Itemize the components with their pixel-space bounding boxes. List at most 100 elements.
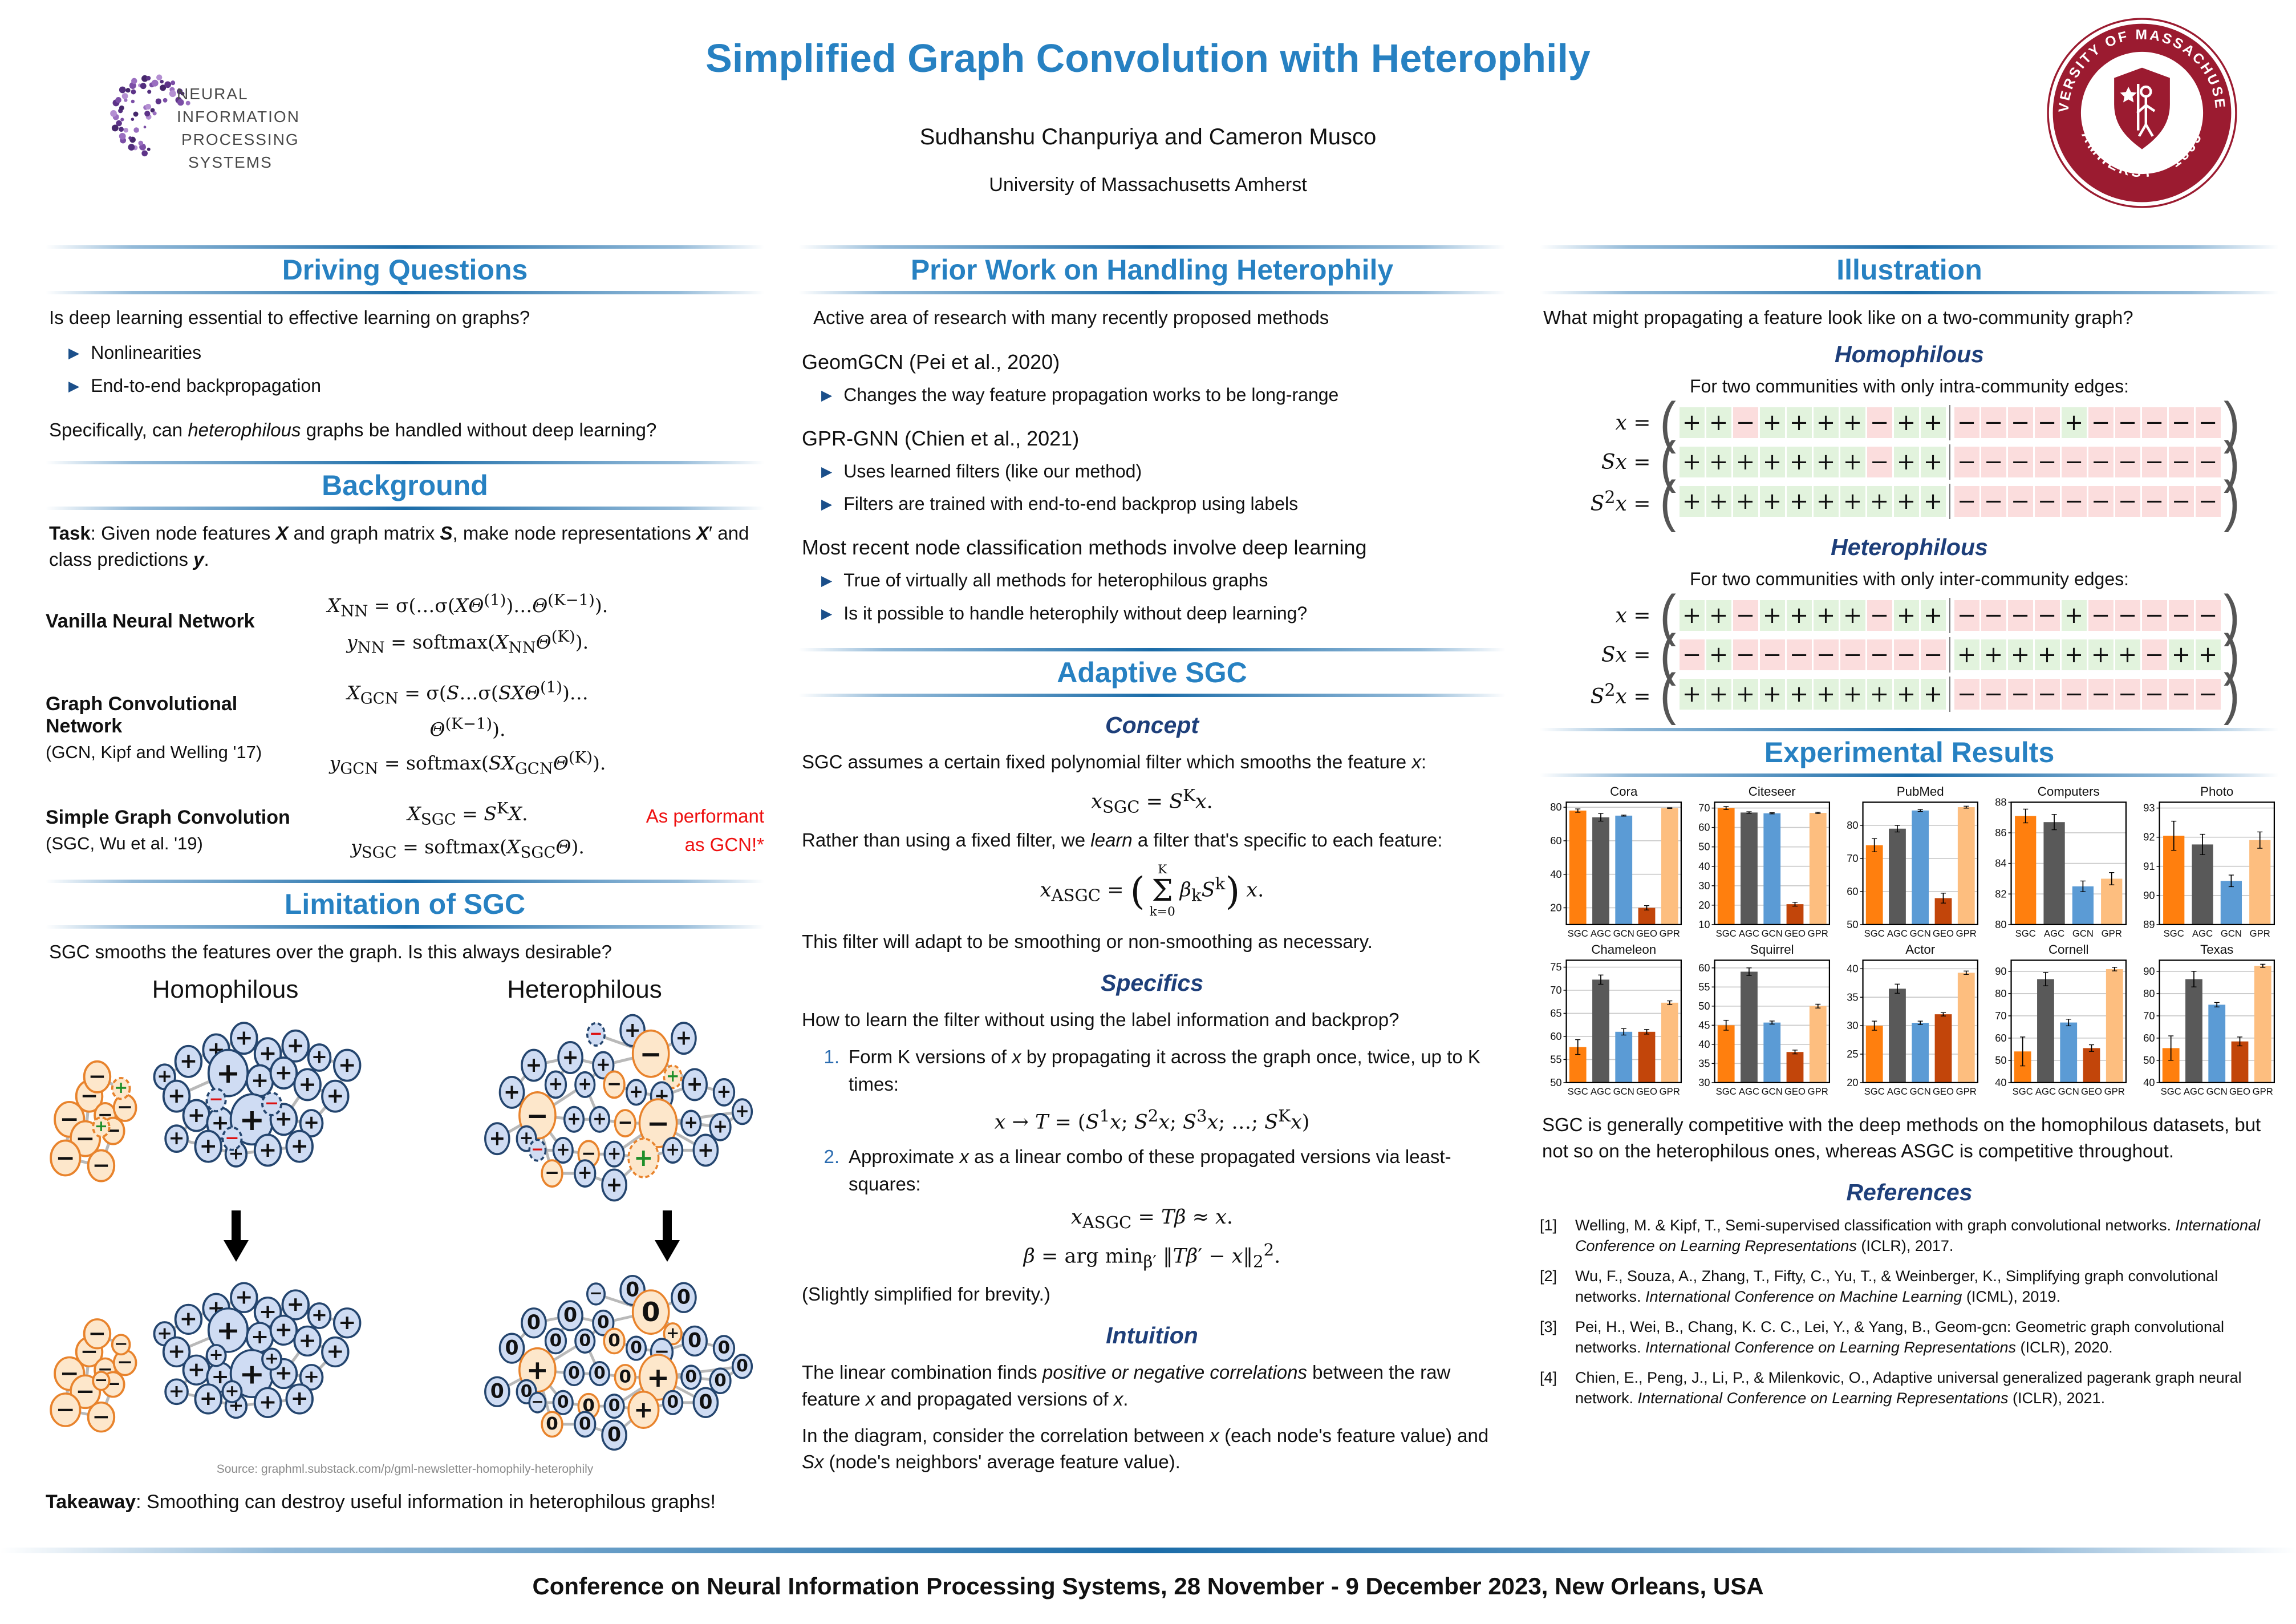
node-sign: 0 [505, 1337, 518, 1360]
divider [798, 291, 1506, 294]
step-text: Approximate x as a linear combo of these… [849, 1145, 1451, 1194]
category-label: GEO [1784, 928, 1806, 939]
tick-label: 30 [1698, 880, 1710, 892]
concept-p2: Rather than using a fixed filter, we lea… [802, 829, 1443, 851]
vector-cell: − [1954, 679, 1979, 710]
vector-cell: + [2061, 639, 2087, 671]
node-sign: − [589, 1023, 602, 1043]
vector-cell: + [1786, 486, 1812, 517]
tick-label: 35 [1698, 1058, 1710, 1070]
node-sign: 0 [619, 1367, 632, 1387]
vector-cell: − [1954, 600, 1979, 631]
node-sign: + [489, 1127, 505, 1151]
heterophilous-graph-after: −00 00 0 0+0 0 0 0 0−0 0+ 0 0 0 +0 00 0− 0 0 0 +0 00 0 00 [484, 1275, 753, 1451]
bullet-triangle-icon: ▶ [821, 572, 833, 589]
logo-dot [116, 120, 122, 127]
node-sign: + [168, 1127, 184, 1149]
step-text: Form K versions of x by propagating it a… [849, 1046, 1480, 1095]
vector-cell: + [1786, 407, 1812, 439]
node-sign: 0 [579, 1414, 591, 1435]
vector-cell: − [2141, 486, 2167, 517]
bar-GCN [2060, 1022, 2078, 1083]
graph-node-orange [111, 1334, 131, 1356]
tick-label: 55 [1550, 1054, 1561, 1066]
tick-label: 30 [1847, 1020, 1858, 1032]
graph-node-blue [574, 1329, 596, 1354]
community-divider [1949, 405, 1950, 441]
vector-cell: + [2115, 639, 2140, 671]
tick-label: 60 [1698, 822, 1710, 833]
reference-item: [2] Wu, F., Souza, A., Zhang, T., Fifty,… [1540, 1266, 2279, 1307]
vector-cell: + [1813, 407, 1839, 439]
category-label: GEO [2081, 1087, 2102, 1097]
vector-cell: + [1840, 407, 1865, 439]
graph-node-blue [484, 1376, 510, 1408]
bullet-item: ▶ Changes the way feature propagation wo… [821, 383, 1506, 407]
logo-dot [128, 136, 132, 140]
tick-label: 90 [2143, 966, 2155, 977]
bullet-item: ▶ Filters are trained with end-to-end ba… [821, 492, 1506, 516]
category-label: SGC [1568, 928, 1588, 939]
diagrams-after: − − − − − − − − − − − + + + + + + + + + + + + + + + + + + + + + + + + + + + −… [46, 1269, 764, 1457]
vector-cell: + [2195, 639, 2221, 671]
node-sign: + [287, 1034, 305, 1058]
chart-title: Actor [1905, 943, 1936, 957]
section-title-adaptive-sgc: Adaptive SGC [1057, 657, 1247, 689]
node-sign: + [311, 1305, 327, 1325]
vector-cell: − [1981, 407, 2006, 439]
section-driving-questions: Driving Questions Is deep learning essen… [46, 245, 764, 444]
prior-intro: Active area of research with many recent… [813, 307, 1329, 328]
vector-label: Sx = [1601, 450, 1651, 474]
vector-cell: − [2195, 679, 2221, 710]
logo-dot [119, 86, 126, 94]
subsection-specifics: Specifics [1100, 970, 1204, 997]
node-sign: − [88, 1064, 106, 1088]
category-label: GPR [1808, 1087, 1828, 1097]
node-sign: − [647, 1107, 670, 1141]
category-label: GCN [2206, 1087, 2228, 1097]
category-label: AGC [1591, 1087, 1611, 1097]
vector-cell: − [2141, 407, 2167, 439]
bullet-text: Changes the way feature propagation work… [843, 384, 1339, 406]
tick-label: 60 [2143, 1032, 2155, 1044]
vector-cell: + [1786, 600, 1812, 631]
node-sign: + [251, 1068, 269, 1092]
concept-p1: SGC assumes a certain fixed polynomial f… [802, 751, 1426, 773]
affiliation: University of Massachusetts Amherst [989, 174, 1307, 196]
logo-dot [124, 98, 128, 102]
formula: XNN = σ(…σ(XΘ(1))…Θ(K−1)). [327, 590, 609, 621]
vector-cell: + [1813, 447, 1839, 478]
vector-cell: + [1920, 486, 1946, 517]
vector-cell: − [1840, 639, 1865, 671]
community-divider [1949, 484, 1950, 520]
vector-cell: + [1920, 679, 1946, 710]
tick-label: 25 [1847, 1048, 1858, 1060]
vector-cell: − [2034, 600, 2060, 631]
bullet-item: ▶ True of virtually all methods for hete… [821, 569, 1506, 593]
vector-cell: + [1920, 407, 1946, 439]
method-formulas: XNN = σ(…σ(XΘ(1))…Θ(K−1)). yNN = softmax… [314, 588, 622, 660]
tick-label: 55 [1698, 982, 1710, 993]
graph-node-blue [269, 1315, 298, 1346]
takeaway-text: : Smoothing can destroy useful informati… [136, 1491, 716, 1513]
node-sign: − [589, 1284, 602, 1303]
graph-node-orange [92, 1371, 111, 1391]
chart-panel-pubmed: PubMed 50 60 70 80 SGC AGC GCN GEO GPR [1836, 785, 1982, 942]
vector-cell: − [2034, 486, 2060, 517]
tick-label: 60 [1550, 1031, 1561, 1042]
graph-node-blue [601, 1420, 627, 1451]
node-sign: 0 [607, 1424, 621, 1447]
node-sign: 0 [609, 1396, 620, 1415]
bar-AGC [2185, 979, 2202, 1083]
category-label: AGC [1739, 1087, 1759, 1097]
graph-node-blue [589, 1361, 611, 1387]
plot-frame [1714, 801, 1831, 926]
node-sign: − [225, 1128, 239, 1148]
method-row-gcn: Graph Convolutional Network (GCN, Kipf a… [46, 675, 764, 781]
bullet-item: ▶ End-to-end backpropagation [68, 374, 764, 398]
vector-cell: + [1679, 407, 1705, 439]
bar-SGC [1717, 1025, 1735, 1083]
category-label: SGC [1716, 1087, 1737, 1097]
